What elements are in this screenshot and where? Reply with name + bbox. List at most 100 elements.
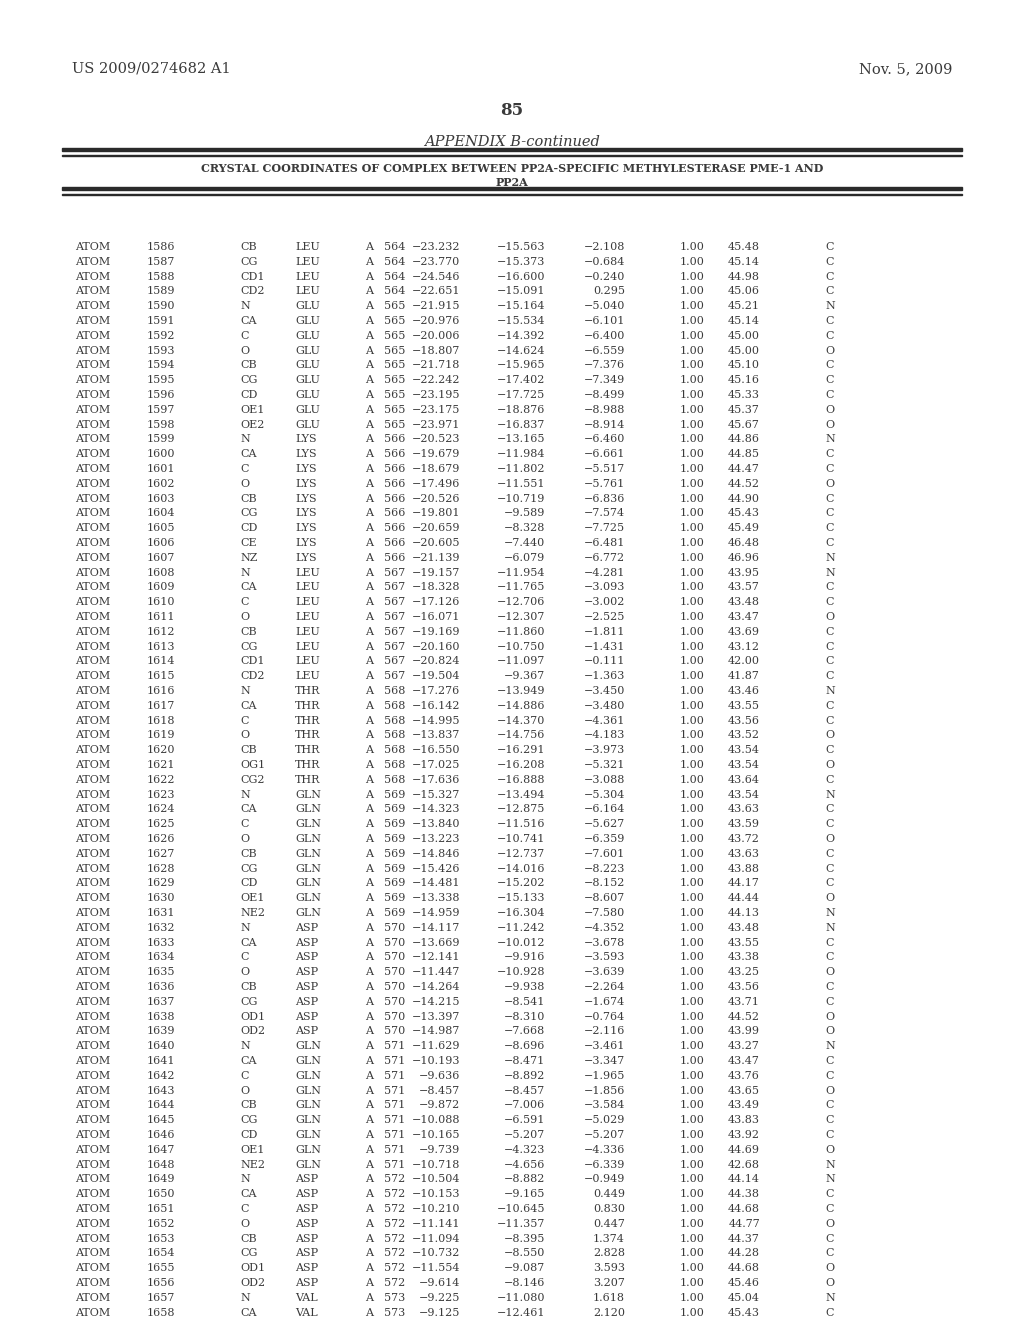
- Text: 43.57: 43.57: [728, 582, 760, 593]
- Text: 1.00: 1.00: [680, 997, 705, 1007]
- Text: ATOM: ATOM: [75, 1085, 111, 1096]
- Text: 566: 566: [384, 508, 406, 519]
- Text: 1639: 1639: [146, 1027, 175, 1036]
- Text: A: A: [365, 434, 373, 445]
- Text: −20.824: −20.824: [412, 656, 460, 667]
- Text: −2.116: −2.116: [584, 1027, 625, 1036]
- Text: A: A: [365, 1071, 373, 1081]
- Text: 1.00: 1.00: [680, 953, 705, 962]
- Text: Nov. 5, 2009: Nov. 5, 2009: [859, 62, 952, 77]
- Text: VAL: VAL: [295, 1292, 317, 1303]
- Text: A: A: [365, 389, 373, 400]
- Text: ATOM: ATOM: [75, 863, 111, 874]
- Text: 1.00: 1.00: [680, 1159, 705, 1170]
- Text: 568: 568: [384, 775, 406, 785]
- Text: 1596: 1596: [146, 389, 175, 400]
- Text: 1.00: 1.00: [680, 1292, 705, 1303]
- Text: C: C: [825, 627, 834, 636]
- Text: A: A: [365, 1308, 373, 1317]
- Text: 1618: 1618: [146, 715, 175, 726]
- Text: 1.00: 1.00: [680, 715, 705, 726]
- Text: C: C: [240, 1071, 249, 1081]
- Text: ATOM: ATOM: [75, 331, 111, 341]
- Text: −7.668: −7.668: [504, 1027, 545, 1036]
- Text: GLU: GLU: [295, 360, 319, 371]
- Text: CD2: CD2: [240, 286, 264, 297]
- Text: ATOM: ATOM: [75, 301, 111, 312]
- Text: 1.00: 1.00: [680, 746, 705, 755]
- Text: 44.86: 44.86: [728, 434, 760, 445]
- Text: 43.12: 43.12: [728, 642, 760, 652]
- Text: A: A: [365, 1101, 373, 1110]
- Text: 566: 566: [384, 465, 406, 474]
- Text: −13.494: −13.494: [497, 789, 545, 800]
- Text: CD: CD: [240, 523, 257, 533]
- Text: 1612: 1612: [146, 627, 175, 636]
- Text: 43.55: 43.55: [728, 937, 760, 948]
- Text: ATOM: ATOM: [75, 1189, 111, 1199]
- Text: CA: CA: [240, 1056, 256, 1067]
- Text: A: A: [365, 301, 373, 312]
- Text: O: O: [240, 346, 249, 355]
- Text: O: O: [240, 1218, 249, 1229]
- Text: ATOM: ATOM: [75, 612, 111, 622]
- Text: C: C: [240, 331, 249, 341]
- Text: −10.719: −10.719: [497, 494, 545, 504]
- Text: 45.14: 45.14: [728, 257, 760, 267]
- Text: −2.525: −2.525: [584, 612, 625, 622]
- Text: 1.00: 1.00: [680, 1218, 705, 1229]
- Text: 43.65: 43.65: [728, 1085, 760, 1096]
- Text: 1587: 1587: [146, 257, 175, 267]
- Text: −3.639: −3.639: [584, 968, 625, 977]
- Text: ATOM: ATOM: [75, 479, 111, 488]
- Text: 1.00: 1.00: [680, 1027, 705, 1036]
- Text: −21.915: −21.915: [412, 301, 460, 312]
- Text: 45.00: 45.00: [728, 346, 760, 355]
- Text: 1625: 1625: [146, 820, 175, 829]
- Text: ASP: ASP: [295, 1011, 318, 1022]
- Text: CG2: CG2: [240, 775, 264, 785]
- Text: 44.52: 44.52: [728, 479, 760, 488]
- Text: 1.00: 1.00: [680, 315, 705, 326]
- Text: ATOM: ATOM: [75, 775, 111, 785]
- Text: −7.006: −7.006: [504, 1101, 545, 1110]
- Text: A: A: [365, 1144, 373, 1155]
- Text: 573: 573: [384, 1292, 406, 1303]
- Text: −10.193: −10.193: [412, 1056, 460, 1067]
- Text: 566: 566: [384, 434, 406, 445]
- Text: A: A: [365, 360, 373, 371]
- Text: −6.591: −6.591: [504, 1115, 545, 1125]
- Text: 1.00: 1.00: [680, 1115, 705, 1125]
- Text: −22.242: −22.242: [412, 375, 460, 385]
- Text: −3.088: −3.088: [584, 775, 625, 785]
- Text: −9.087: −9.087: [504, 1263, 545, 1274]
- Text: ATOM: ATOM: [75, 746, 111, 755]
- Text: C: C: [825, 389, 834, 400]
- Text: ATOM: ATOM: [75, 1278, 111, 1288]
- Text: C: C: [825, 849, 834, 859]
- Text: ASP: ASP: [295, 1278, 318, 1288]
- Text: −11.554: −11.554: [412, 1263, 460, 1274]
- Text: ATOM: ATOM: [75, 1218, 111, 1229]
- Text: −3.347: −3.347: [584, 1056, 625, 1067]
- Text: O: O: [825, 1011, 835, 1022]
- Text: 565: 565: [384, 389, 406, 400]
- Text: A: A: [365, 553, 373, 562]
- Text: −10.645: −10.645: [497, 1204, 545, 1214]
- Text: 1594: 1594: [146, 360, 175, 371]
- Text: GLN: GLN: [295, 1041, 321, 1051]
- Text: −5.627: −5.627: [584, 820, 625, 829]
- Text: 1657: 1657: [146, 1292, 175, 1303]
- Text: ATOM: ATOM: [75, 671, 111, 681]
- Text: 43.52: 43.52: [728, 730, 760, 741]
- Text: −10.153: −10.153: [412, 1189, 460, 1199]
- Text: N: N: [240, 1292, 250, 1303]
- Text: −3.678: −3.678: [584, 937, 625, 948]
- Text: −3.480: −3.480: [584, 701, 625, 710]
- Text: −10.012: −10.012: [497, 937, 545, 948]
- Text: 1.00: 1.00: [680, 508, 705, 519]
- Text: ASP: ASP: [295, 1218, 318, 1229]
- Text: ATOM: ATOM: [75, 420, 111, 429]
- Text: 1.00: 1.00: [680, 346, 705, 355]
- Text: −17.276: −17.276: [412, 686, 460, 696]
